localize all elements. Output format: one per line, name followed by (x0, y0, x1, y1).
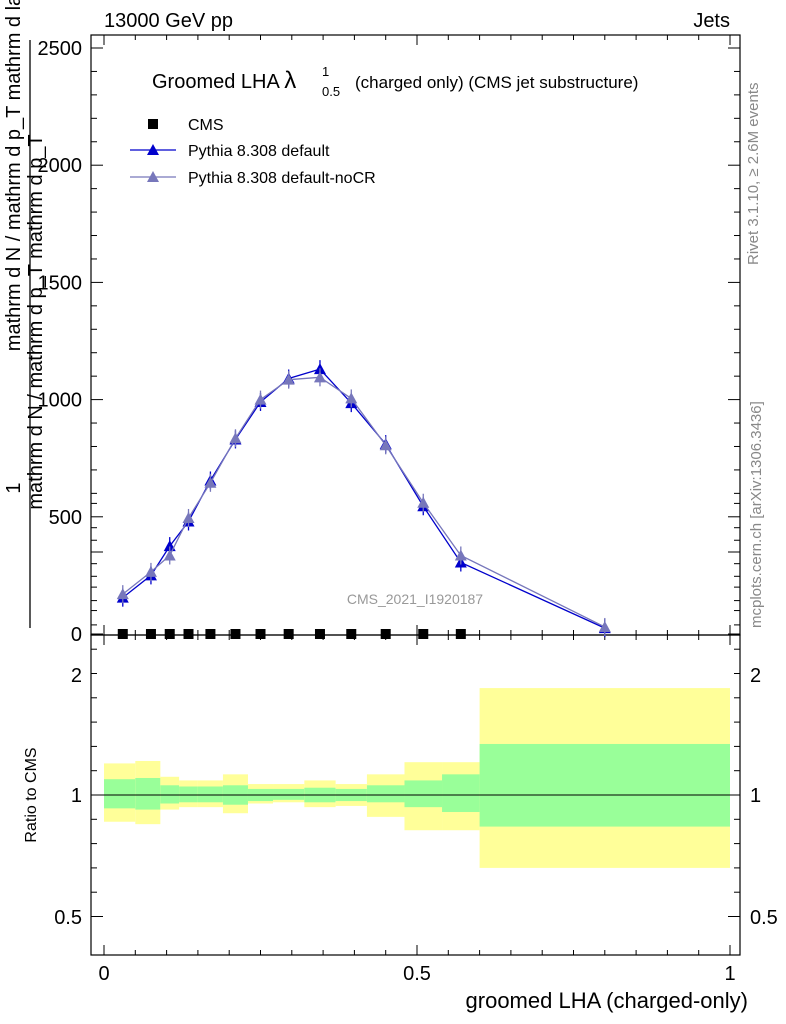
data-point-cms (283, 629, 294, 639)
data-point-cms (205, 629, 216, 639)
data-point-triangle (182, 511, 195, 523)
data-point-cms (145, 629, 156, 639)
data-point-triangle (229, 432, 242, 444)
data-point-cms (255, 629, 266, 639)
data-point-cms (230, 629, 241, 639)
ratio-y-axis-label: Ratio to CMS (23, 747, 40, 842)
data-point-triangle (282, 373, 295, 385)
watermark: CMS_2021_I1920187 (347, 591, 483, 607)
x-axis-label: groomed LHA (charged-only) (466, 988, 748, 1013)
y-tick-label: 0 (71, 624, 82, 646)
ratio-band-green (135, 777, 161, 810)
series-line (122, 376, 606, 628)
chart-title-sub: 0.5 (322, 84, 340, 99)
rivet-label: Rivet 3.1.10, ≥ 2.6M events (745, 82, 762, 266)
data-point-triangle (254, 393, 267, 405)
ratio-band-green (479, 743, 730, 827)
ratio-band-green (273, 788, 305, 800)
data-point-triangle (204, 476, 217, 488)
y-tick-label: 500 (49, 507, 82, 529)
y-axis-label-main: mathrm d N / mathrm d p_T mathrm d lambd… (3, 0, 25, 351)
y-axis-label-den: mathrm d N / mathrm d p_T mathrm d p_T (25, 134, 47, 509)
data-point-cms (164, 629, 175, 639)
data-point-triangle (598, 620, 611, 632)
y-tick-label: 1000 (38, 390, 83, 412)
ratio-y-tick-label: 1 (71, 785, 82, 807)
ratio-band-green (404, 780, 443, 808)
data-point-triangle (417, 496, 430, 508)
chart-title: Groomed LHA λ (152, 67, 296, 94)
data-point-cms (380, 629, 391, 639)
y-axis-label-num: 1 (3, 482, 25, 493)
ratio-band-green (366, 785, 405, 803)
ratio-y-tick-label-right: 1 (750, 785, 761, 807)
data-point-triangle (454, 549, 467, 561)
data-point-triangle (345, 392, 358, 404)
chart-title-sup: 1 (322, 64, 329, 79)
ratio-y-tick-label: 2 (71, 665, 82, 687)
series-line (122, 368, 606, 629)
x-tick-label: 0 (98, 963, 109, 985)
data-point-cms (346, 629, 357, 639)
ratio-band-green (104, 779, 136, 809)
data-point-cms (183, 629, 194, 639)
legend-marker-triangle (147, 171, 159, 182)
data-point-triangle (116, 588, 129, 600)
y-tick-label: 1500 (38, 272, 83, 294)
x-tick-label: 1 (724, 963, 735, 985)
data-point-cms (455, 629, 466, 639)
x-tick-label: 0.5 (403, 963, 431, 985)
chart-title-rest: (charged only) (CMS jet substructure) (355, 73, 638, 92)
data-point-cms (418, 629, 429, 639)
y-tick-label: 2500 (38, 38, 83, 60)
y-tick-label: 2000 (38, 155, 83, 177)
ratio-band-green (160, 785, 180, 804)
ratio-y-tick-label-right: 2 (750, 665, 761, 687)
data-point-cms (117, 629, 128, 639)
legend-entry: Pythia 8.308 default-noCR (188, 170, 376, 187)
header-left: 13000 GeV pp (104, 10, 233, 32)
ratio-y-tick-label-right: 0.5 (750, 907, 778, 929)
legend-entry: Pythia 8.308 default (188, 143, 330, 160)
legend-marker-cms (148, 119, 158, 129)
legend-entry: CMS (188, 117, 224, 134)
ratio-band-green (442, 774, 480, 813)
header-right: Jets (693, 10, 730, 32)
legend-marker-triangle (147, 144, 159, 155)
ratio-y-tick-label: 0.5 (54, 907, 82, 929)
data-point-triangle (379, 439, 392, 451)
data-point-cms (314, 629, 325, 639)
data-point-triangle (144, 565, 157, 577)
ratio-band-green (179, 786, 198, 803)
data-point-triangle (163, 549, 176, 561)
mcplots-label: mcplots.cern.ch [arXiv:1306.3436] (748, 401, 765, 628)
data-point-triangle (313, 371, 326, 383)
ratio-band-green (197, 786, 223, 803)
